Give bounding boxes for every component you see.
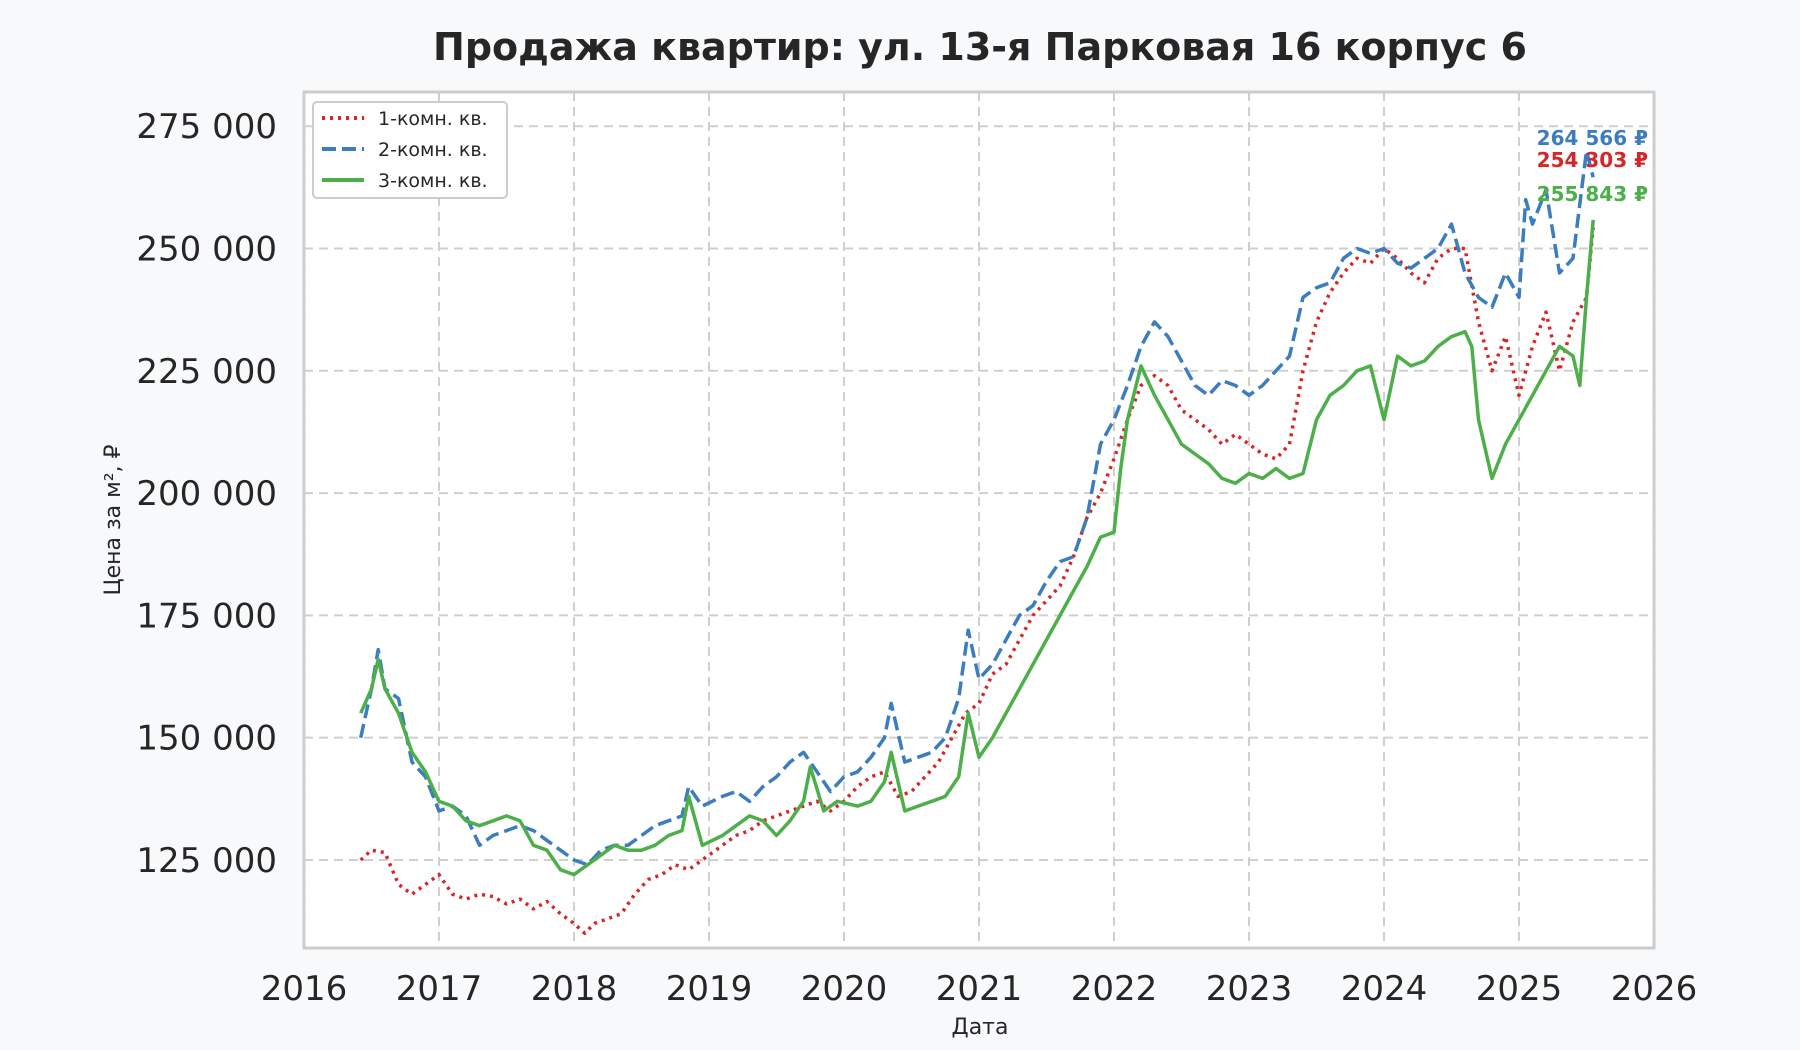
x-axis-label: Дата [952, 1015, 1009, 1040]
x-tick-label: 2024 [1341, 969, 1428, 1009]
y-tick-label: 275 000 [136, 107, 277, 147]
grid-lines [303, 92, 1655, 948]
y-tick-label: 150 000 [136, 719, 277, 759]
y-tick-label: 225 000 [136, 352, 277, 392]
x-tick-label: 2020 [801, 969, 888, 1009]
end-value-label-2room: 264 566 ₽ [1537, 126, 1648, 150]
y-tick-label: 200 000 [136, 474, 277, 514]
end-value-label-3room: 255 843 ₽ [1537, 182, 1648, 206]
legend-box [312, 101, 508, 199]
x-tick-label: 2022 [1071, 969, 1158, 1009]
x-tick-label: 2023 [1206, 969, 1293, 1009]
legend: 1-комн. кв. 2-комн. кв. 3-комн. кв. [312, 101, 508, 199]
y-axis-ticks: 125 000 150 000 175 000 200 000 225 000 250 0… [136, 107, 277, 881]
y-tick-label: 250 000 [136, 230, 277, 270]
series-line-3room [359, 219, 1595, 877]
series-line-1room [359, 227, 1595, 936]
legend-label-3room: 3-комн. кв. [378, 170, 488, 192]
x-tick-label: 2021 [936, 969, 1023, 1009]
legend-label-1room: 1-комн. кв. [378, 108, 488, 130]
chart-title: Продажа квартир: ул. 13-я Парковая 16 ко… [433, 25, 1527, 69]
series-lines [358, 148, 1595, 936]
x-tick-label: 2025 [1476, 969, 1563, 1009]
legend-label-2room: 2-комн. кв. [378, 139, 488, 161]
y-tick-label: 175 000 [136, 596, 277, 636]
x-tick-label: 2018 [531, 969, 618, 1009]
end-value-labels: 264 566 ₽254 303 ₽ 255 843 ₽ [1537, 126, 1648, 206]
x-tick-label: 2026 [1611, 969, 1698, 1009]
y-axis-label: Цена за м², ₽ [101, 444, 126, 595]
y-tick-label: 125 000 [136, 841, 277, 881]
series-line-2room [358, 148, 1595, 867]
x-tick-label: 2019 [666, 969, 753, 1009]
x-tick-label: 2017 [396, 969, 483, 1009]
end-value-label-1room: 254 303 ₽ [1537, 148, 1648, 172]
x-axis-ticks: 2016 2017 2018 2019 2020 2021 2022 2023 2024 2025… [261, 969, 1698, 1009]
x-tick-label: 2016 [261, 969, 348, 1009]
